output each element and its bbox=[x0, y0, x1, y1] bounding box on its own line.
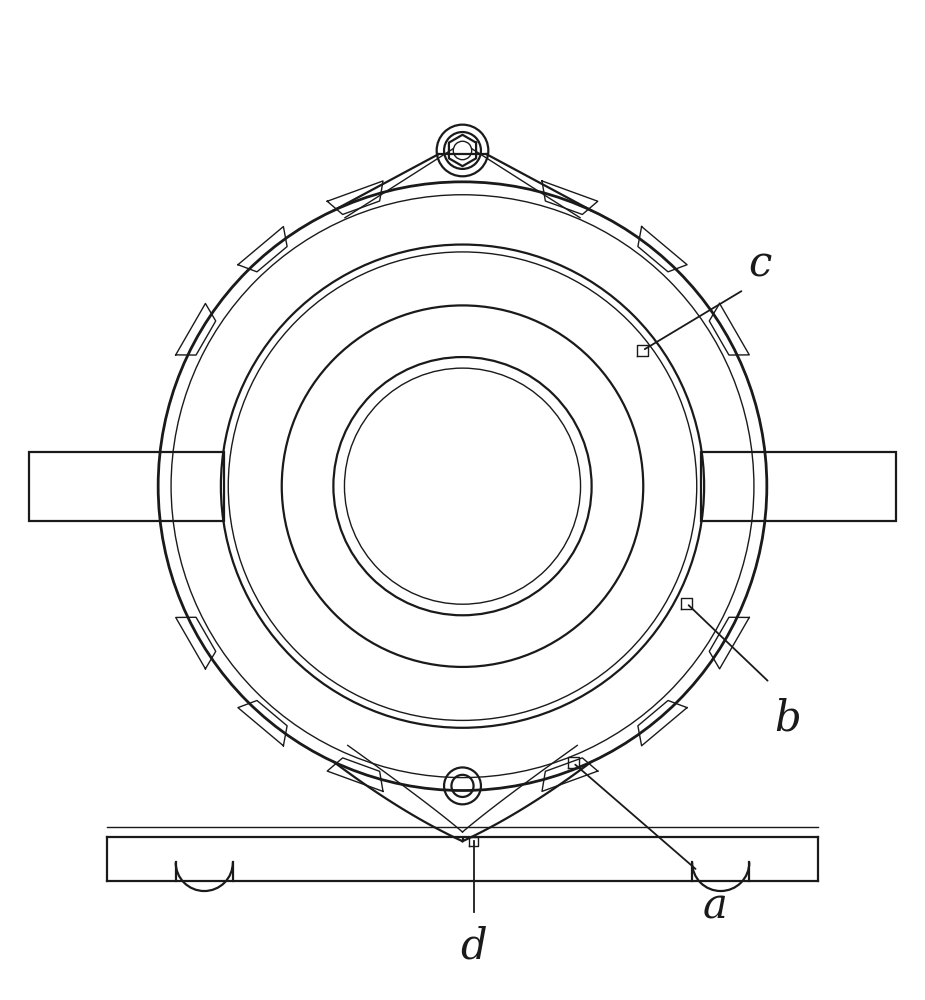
Text: d: d bbox=[461, 925, 487, 967]
Text: c: c bbox=[748, 243, 771, 285]
Text: a: a bbox=[702, 885, 727, 927]
Text: b: b bbox=[774, 697, 801, 739]
